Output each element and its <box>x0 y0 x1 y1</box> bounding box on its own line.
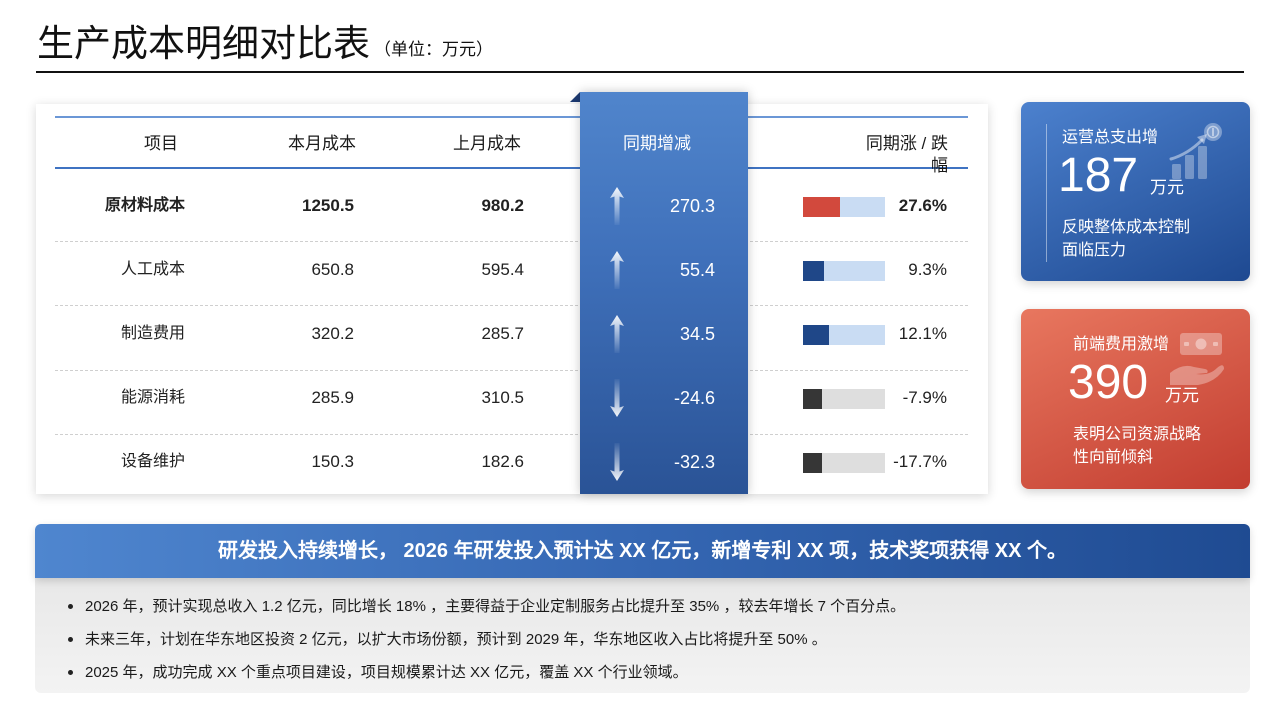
cell-item: 制造费用 <box>120 325 185 342</box>
card-accent-line <box>1046 124 1047 262</box>
summary-headline-banner: 研发投入持续增长， 2026 年研发投入预计达 XX 亿元，新增专利 XX 项，… <box>35 524 1250 578</box>
kpi-label: 运营总支出增 <box>1062 129 1159 146</box>
cell-last-month: 595.4 <box>481 260 524 279</box>
kpi-note: 反映整体成本控制面临压力 <box>1062 219 1191 259</box>
col-header-change-rate: 同期涨 / 跌幅 <box>865 134 948 175</box>
change-rate-bar-fill <box>803 453 822 473</box>
arrow-up-icon <box>610 187 624 225</box>
cell-current-month: 1250.5 <box>302 196 354 215</box>
change-rate-bar-fill <box>803 389 822 409</box>
row-divider <box>55 305 968 306</box>
kpi-unit: 万元 <box>1150 178 1184 197</box>
summary-panel <box>35 578 1250 693</box>
table-header-row: 项目 本月成本 上月成本 同期增减 同期涨 / 跌幅 <box>36 133 988 177</box>
page-title: 生产成本明细对比表 <box>37 23 370 64</box>
cell-last-month: 285.7 <box>481 324 524 343</box>
cell-yoy-change: -32.3 <box>673 452 715 472</box>
kpi-note: 表明公司资源战略性向前倾斜 <box>1073 426 1202 466</box>
col-header-last-month: 上月成本 <box>453 134 521 153</box>
title-divider <box>36 71 1244 73</box>
column-fold-corner <box>570 92 580 102</box>
col-header-item: 项目 <box>144 134 178 153</box>
cost-table-card <box>36 104 988 494</box>
arrow-down-icon <box>610 379 624 417</box>
summary-bullet-list: 2026 年，预计实现总收入 1.2 亿元，同比增长 18% ，主要得益于企业定… <box>66 590 905 689</box>
kpi-card-frontend-expense: 前端费用激增 390 万元 表明公司资源战略性向前倾斜 <box>1021 309 1250 489</box>
cell-change-rate: -7.9% <box>902 388 947 407</box>
unit-note: （单位：万元） <box>374 40 493 59</box>
cell-yoy-change: 34.5 <box>679 324 715 344</box>
col-header-current-month: 本月成本 <box>288 134 356 153</box>
table-row: 原材料成本 1250.5 980.2 270.3 27.6% <box>36 174 988 238</box>
row-divider <box>55 241 968 242</box>
change-rate-bar-fill <box>803 325 830 345</box>
change-rate-bar <box>803 197 885 217</box>
col-header-yoy-change: 同期增减 <box>623 134 691 153</box>
kpi-value: 187 <box>1058 149 1139 202</box>
cell-last-month: 182.6 <box>481 452 524 471</box>
table-top-rule <box>55 116 968 118</box>
growth-chart-icon <box>1168 120 1224 187</box>
change-rate-bar <box>803 453 885 473</box>
highlight-column <box>580 92 748 494</box>
cell-last-month: 980.2 <box>481 196 524 215</box>
list-item: 未来三年，计划在华东地区投资 2 亿元，以扩大市场份额，预计到 2029 年，华… <box>66 623 905 656</box>
cell-yoy-change: -24.6 <box>673 388 715 408</box>
change-rate-bar <box>803 261 885 281</box>
cell-yoy-change: 270.3 <box>669 196 715 216</box>
money-hand-icon <box>1168 329 1226 396</box>
change-rate-bar-fill <box>803 261 825 281</box>
cell-item: 原材料成本 <box>104 197 185 214</box>
arrow-down-icon <box>610 443 624 481</box>
cell-current-month: 150.3 <box>311 452 354 471</box>
change-rate-bar <box>803 325 885 345</box>
row-divider <box>55 434 968 435</box>
row-divider <box>55 370 968 371</box>
cell-current-month: 320.2 <box>311 324 354 343</box>
table-row: 人工成本 650.8 595.4 55.4 9.3% <box>36 238 988 302</box>
kpi-unit: 万元 <box>1165 386 1199 405</box>
list-item: 2025 年，成功完成 XX 个重点项目建设，项目规模累计达 XX 亿元，覆盖 … <box>66 656 905 689</box>
cell-item: 设备维护 <box>120 453 185 470</box>
list-item: 2026 年，预计实现总收入 1.2 亿元，同比增长 18% ，主要得益于企业定… <box>66 590 905 623</box>
cell-current-month: 650.8 <box>311 260 354 279</box>
cell-change-rate: 9.3% <box>908 260 947 279</box>
cell-item: 人工成本 <box>120 261 185 278</box>
cell-item: 能源消耗 <box>120 389 185 406</box>
table-header-rule <box>55 167 968 169</box>
arrow-up-icon <box>610 251 624 289</box>
arrow-up-icon <box>610 315 624 353</box>
table-row: 制造费用 320.2 285.7 34.5 12.1% <box>36 302 988 366</box>
cell-change-rate: -17.7% <box>893 452 947 471</box>
change-rate-bar <box>803 389 885 409</box>
cell-last-month: 310.5 <box>481 388 524 407</box>
change-rate-bar-fill <box>803 197 840 217</box>
kpi-label: 前端费用激增 <box>1073 336 1170 353</box>
table-row: 设备维护 150.3 182.6 -32.3 -17.7% <box>36 430 988 494</box>
kpi-value: 390 <box>1068 356 1149 409</box>
cell-current-month: 285.9 <box>311 388 354 407</box>
cell-change-rate: 12.1% <box>898 324 947 343</box>
table-row: 能源消耗 285.9 310.5 -24.6 -7.9% <box>36 366 988 430</box>
cell-yoy-change: 55.4 <box>679 260 715 280</box>
cell-change-rate: 27.6% <box>898 196 947 215</box>
kpi-card-operating-expense: 运营总支出增 187 万元 反映整体成本控制面临压力 <box>1021 102 1250 281</box>
